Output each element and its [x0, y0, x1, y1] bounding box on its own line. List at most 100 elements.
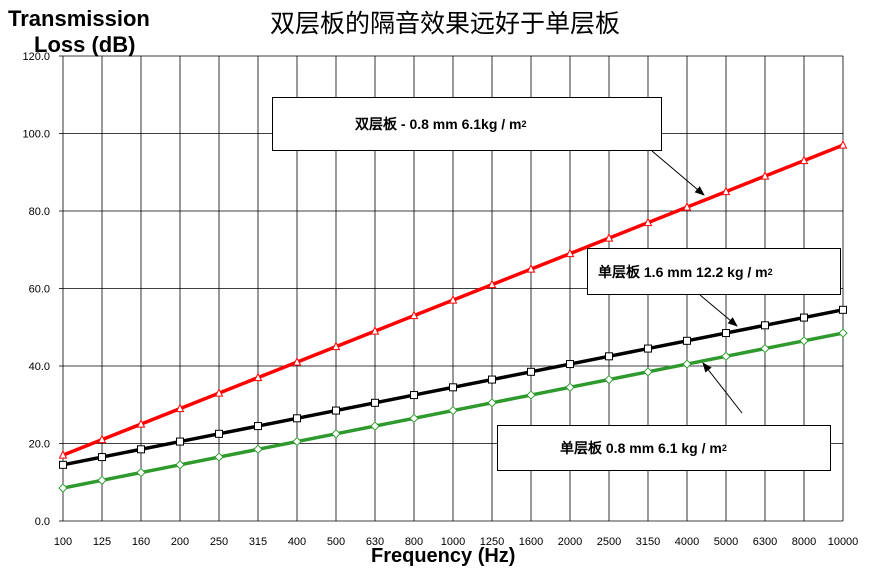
point-single16-5000 — [722, 329, 730, 338]
x-tick-label-1250: 1250 — [480, 536, 504, 548]
point-single08-315 — [253, 444, 263, 455]
y-axis-label: Transmission Loss (dB) — [8, 6, 150, 58]
x-tick-label-160: 160 — [132, 536, 150, 548]
callout-single08-sup: 2 — [721, 443, 727, 453]
point-single16-2000 — [566, 360, 574, 369]
y-tick-label-60.0: 60.0 — [29, 284, 50, 296]
callout-double-text: 双层板 - 0.8 mm 6.1kg / m — [355, 116, 522, 132]
point-single08-200 — [175, 460, 185, 470]
point-double-5000 — [721, 186, 731, 196]
x-tick-label-8000: 8000 — [792, 536, 816, 548]
callout-single16-sup: 2 — [767, 266, 773, 277]
y-tick-label-120.0: 120.0 — [22, 51, 50, 63]
point-double-2000 — [565, 248, 575, 258]
x-tick-label-250: 250 — [210, 536, 228, 548]
point-double-4000 — [682, 202, 692, 211]
x-tick-label-630: 630 — [366, 536, 384, 548]
point-double-2500 — [604, 233, 614, 242]
arrow-single16 — [699, 294, 738, 327]
point-single16-8000 — [800, 313, 808, 322]
axes: 100 125 160 200 250 315 400 500 630 800 1000 1250 16… — [22, 51, 858, 548]
point-single16-250 — [215, 429, 223, 438]
series-layer — [58, 140, 848, 493]
point-single08-10000 — [838, 328, 848, 338]
x-tick-label-10000: 10000 — [828, 536, 859, 548]
point-single08-500 — [331, 429, 341, 439]
annotation-arrows — [651, 150, 743, 414]
point-single08-250 — [214, 452, 224, 462]
point-single08-2500 — [604, 374, 614, 385]
point-double-8000 — [799, 155, 809, 165]
point-single16-100 — [59, 460, 67, 469]
arrow-single08 — [702, 362, 743, 414]
point-single08-1600 — [526, 390, 536, 400]
point-single16-2500 — [605, 352, 613, 361]
x-axis-label: Frequency (Hz) — [371, 545, 516, 567]
x-tick-label-6300: 6300 — [753, 536, 777, 548]
x-tick-label-1600: 1600 — [519, 536, 543, 548]
x-tick-label-200: 200 — [171, 536, 189, 548]
point-double-10000 — [838, 140, 848, 149]
x-tick-label-500: 500 — [327, 536, 345, 548]
point-single16-160 — [137, 445, 145, 454]
point-single08-3150 — [643, 367, 653, 377]
point-single08-160 — [136, 467, 146, 478]
y-tick-label-80.0: 80.0 — [29, 206, 50, 218]
x-tick-label-125: 125 — [93, 536, 111, 548]
point-double-1000 — [448, 295, 458, 304]
point-single16-3150 — [644, 344, 652, 353]
x-tick-label-100: 100 — [54, 536, 72, 548]
y-axis-label-line2: Loss (dB) — [34, 32, 136, 57]
point-single16-630 — [371, 398, 379, 407]
x-tick-label-315: 315 — [249, 536, 267, 548]
point-single16-1000 — [449, 383, 457, 392]
point-single08-400 — [292, 436, 302, 447]
x-tick-label-3150: 3150 — [636, 536, 660, 548]
callout-double-sup: 2 — [521, 119, 527, 129]
point-single08-100 — [58, 483, 68, 493]
point-single08-1000 — [448, 405, 458, 416]
chart-title: 双层板的隔音效果远好于单层板 — [270, 9, 621, 38]
x-tick-label-2000: 2000 — [558, 536, 582, 548]
point-double-500 — [331, 341, 341, 351]
point-single16-125 — [98, 453, 106, 462]
point-single08-2000 — [565, 382, 575, 393]
y-tick-label-20.0: 20.0 — [29, 439, 50, 451]
y-axis-label-line1: Transmission — [8, 6, 150, 31]
x-tick-label-400: 400 — [288, 536, 306, 548]
point-single08-5000 — [721, 351, 731, 362]
point-double-1250 — [487, 279, 497, 289]
x-tick-label-5000: 5000 — [714, 536, 738, 548]
point-double-125 — [97, 434, 107, 444]
point-single08-630 — [370, 421, 380, 431]
y-tick-label-0.0: 0.0 — [35, 516, 50, 528]
point-double-100 — [58, 450, 68, 459]
y-tick-label-40.0: 40.0 — [29, 361, 50, 373]
point-single08-800 — [409, 413, 419, 424]
callout-single16-text: 单层板 1.6 mm 12.2 kg / m — [598, 263, 768, 280]
point-single16-800 — [410, 391, 418, 400]
point-double-400 — [292, 357, 302, 366]
point-single16-200 — [176, 437, 184, 446]
callout-single08-text: 单层板 0.8 mm 6.1 kg / m — [560, 440, 722, 456]
point-single08-8000 — [799, 336, 809, 346]
arrow-double — [651, 150, 705, 196]
point-double-3150 — [643, 217, 653, 227]
point-single16-4000 — [683, 336, 691, 345]
point-double-800 — [409, 310, 419, 320]
point-double-1600 — [526, 264, 536, 273]
point-single08-4000 — [682, 359, 692, 369]
point-double-6300 — [760, 171, 770, 180]
x-tick-label-1000: 1000 — [441, 536, 465, 548]
point-single16-10000 — [839, 305, 847, 314]
point-double-630 — [370, 326, 380, 335]
point-single16-1600 — [527, 367, 535, 376]
point-single08-6300 — [760, 343, 770, 354]
point-double-250 — [214, 388, 224, 397]
x-tick-label-800: 800 — [405, 536, 423, 548]
point-double-315 — [253, 372, 263, 382]
point-single08-1250 — [487, 398, 497, 408]
x-tick-label-4000: 4000 — [675, 536, 699, 548]
